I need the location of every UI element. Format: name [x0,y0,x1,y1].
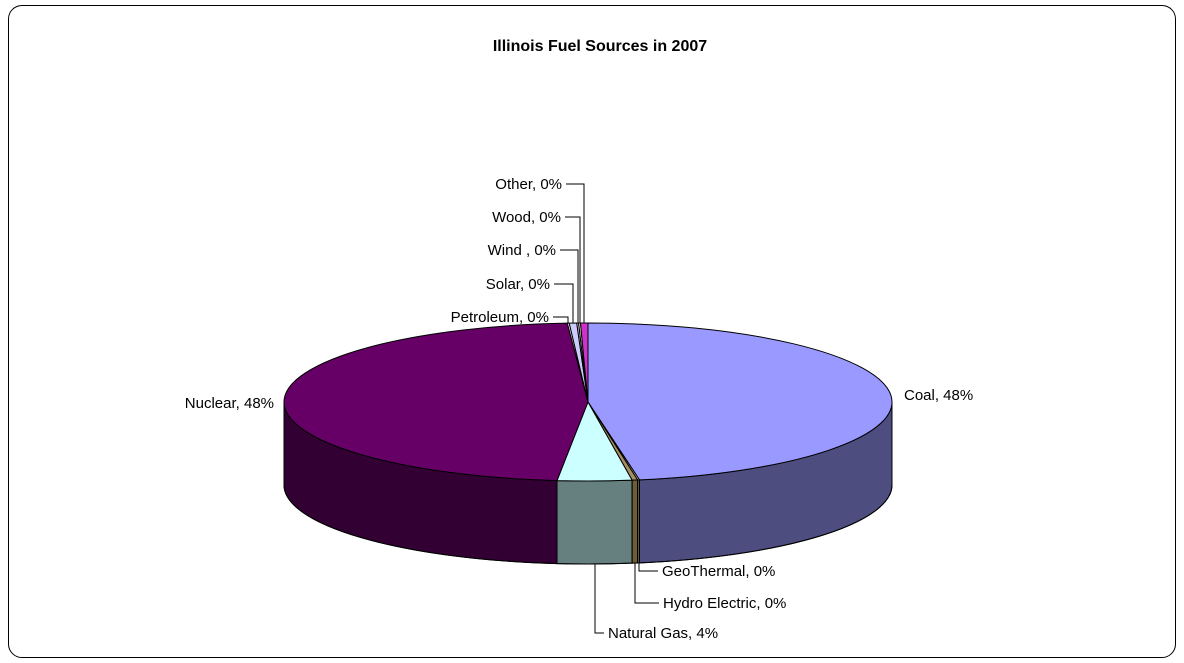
pie-slice-coal [587,322,893,481]
leader-line-petroleum [553,316,569,324]
pie-side-natural-gas [556,479,633,565]
data-labels: Coal, 48% GeoThermal, 0% Hydro Electric, 0… [185,176,973,642]
leader-line-natural-gas [594,563,604,634]
data-label-hydro-electric: Hydro Electric, 0% [663,595,786,612]
data-label-natural-gas: Natural Gas, 4% [608,625,718,642]
data-label-petroleum: Petroleum, 0% [451,309,549,326]
data-label-wind: Wind , 0% [488,242,556,259]
pie-slice-nuclear [283,322,589,482]
leader-line-solar [554,283,574,324]
leader-line-hydro-electric [634,563,659,604]
data-label-coal: Coal, 48% [904,387,973,404]
data-label-nuclear: Nuclear, 48% [185,395,274,412]
data-label-solar: Solar, 0% [486,276,550,293]
leader-line-other [566,183,585,324]
leader-line-geothermal [638,562,658,572]
pie-side-hydro-electric [631,479,639,564]
chart-title: Illinois Fuel Sources in 2007 [493,38,707,55]
pie-sides [283,401,893,565]
leader-line-wind [560,249,579,324]
pie-outline [283,402,893,565]
data-label-geothermal: GeoThermal, 0% [662,563,775,580]
data-label-other: Other, 0% [495,176,562,193]
pie-tops [283,322,893,482]
pie-rims [283,402,893,565]
data-label-wood: Wood, 0% [492,209,561,226]
leader-line-wood [565,216,581,324]
label-leaders [553,183,659,634]
